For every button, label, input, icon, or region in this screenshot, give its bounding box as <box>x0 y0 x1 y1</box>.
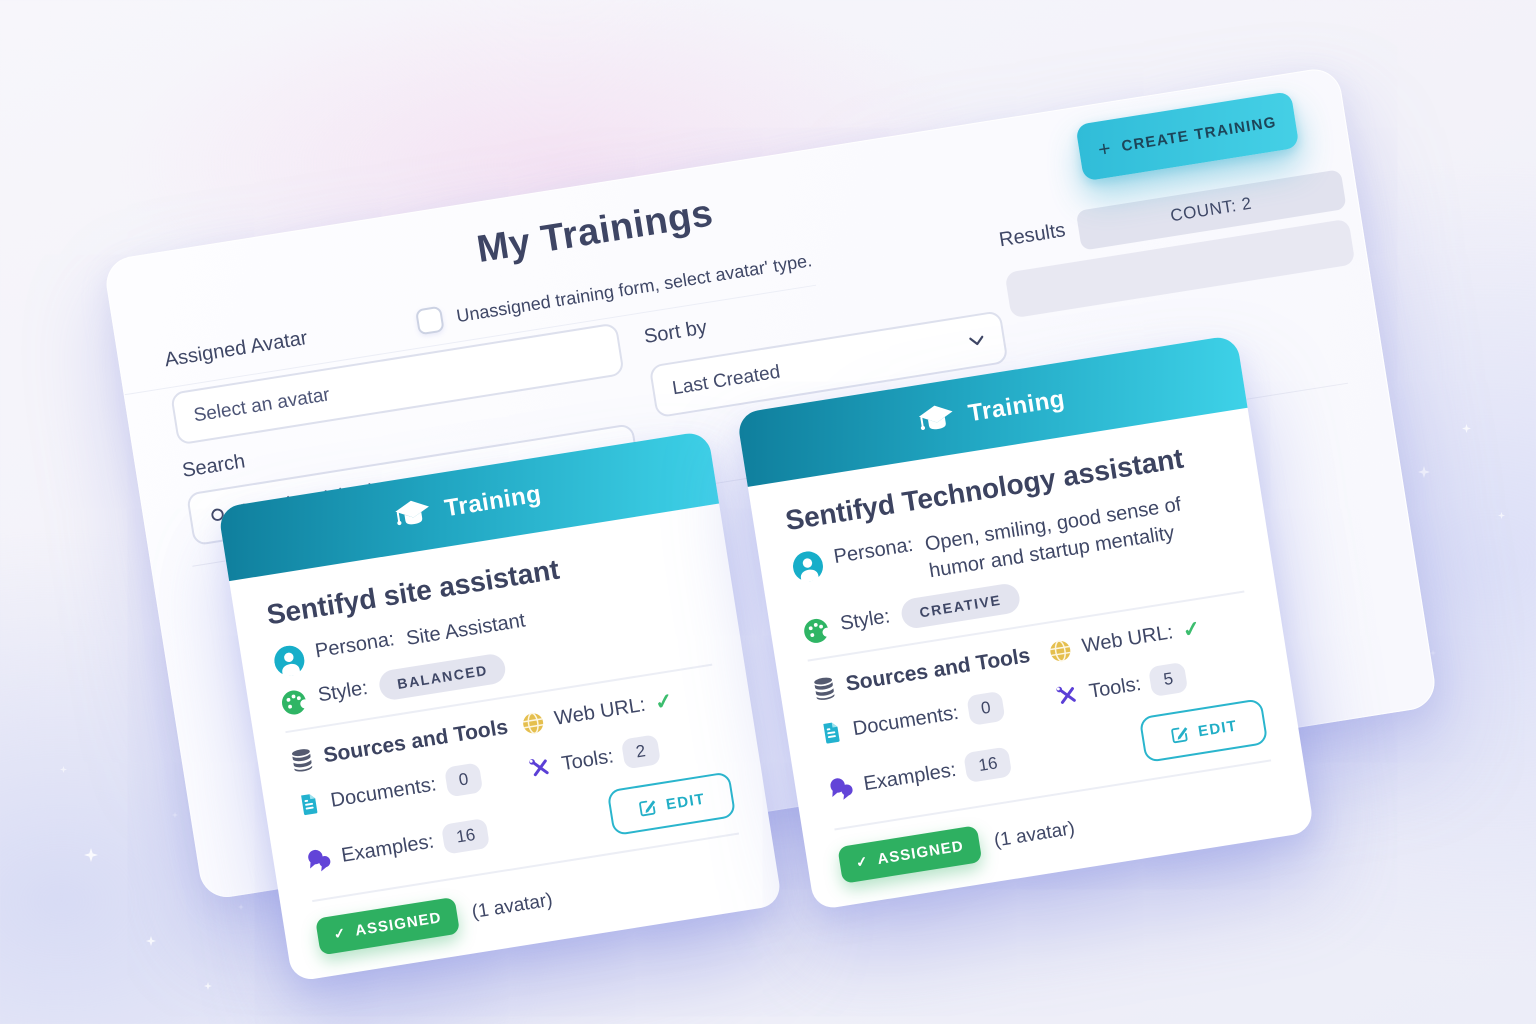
database-icon <box>288 746 315 773</box>
chat-bubbles-icon <box>304 845 334 875</box>
sparkle <box>1498 512 1505 519</box>
tools-label: Tools: <box>1087 672 1143 703</box>
web-url-check-icon: ✓ <box>1181 616 1203 643</box>
training-card-technology-assistant: Training Sentifyd Technology assistant P… <box>736 334 1315 911</box>
tools-icon <box>526 754 553 781</box>
check-icon: ✓ <box>854 852 870 871</box>
examples-label: Examples: <box>339 829 436 867</box>
globe-icon <box>1047 637 1074 664</box>
style-badge: CREATIVE <box>899 581 1022 631</box>
palette-icon <box>801 616 831 646</box>
sparkle <box>172 812 178 818</box>
check-icon: ✓ <box>332 924 348 943</box>
tools-label: Tools: <box>559 744 616 775</box>
training-card-site-assistant: Training Sentifyd site assistant Persona… <box>217 430 783 983</box>
card-header-label: Training <box>966 385 1067 428</box>
document-icon <box>295 791 322 818</box>
examples-count: 16 <box>441 817 491 855</box>
edit-icon <box>636 796 659 819</box>
edit-button[interactable]: EDIT <box>606 771 737 837</box>
unassigned-checkbox[interactable] <box>415 305 445 336</box>
web-url-label: Web URL: <box>552 693 648 730</box>
sparkle <box>1462 424 1471 433</box>
examples-label: Examples: <box>861 758 958 795</box>
style-label: Style: <box>316 676 370 707</box>
plus-icon: + <box>1096 136 1114 162</box>
assigned-avatar-label: Assigned Avatar <box>163 327 309 372</box>
edit-button[interactable]: EDIT <box>1138 698 1269 764</box>
examples-row: Examples: 16 <box>304 810 540 876</box>
style-badge: BALANCED <box>377 652 508 702</box>
documents-label: Documents: <box>329 772 438 812</box>
sparkle <box>1430 650 1436 656</box>
style-label: Style: <box>838 605 892 635</box>
persona-icon <box>791 549 825 583</box>
graduation-cap-icon <box>393 497 433 532</box>
globe-icon <box>519 709 546 736</box>
create-training-label: CREATE TRAINING <box>1120 113 1278 156</box>
search-label: Search <box>180 450 247 482</box>
database-icon <box>810 674 837 701</box>
sparkle <box>238 904 244 910</box>
web-url-label: Web URL: <box>1080 621 1175 658</box>
examples-row: Examples: 16 <box>826 738 1067 805</box>
graduation-cap-icon <box>917 402 957 437</box>
assigned-badge: ✓ ASSIGNED <box>315 896 461 956</box>
document-icon <box>818 719 845 746</box>
sort-by-label: Sort by <box>642 316 709 349</box>
tools-icon <box>1054 682 1081 709</box>
chevron-down-icon <box>968 335 985 347</box>
persona-label: Persona: <box>832 533 915 569</box>
web-url-check-icon: ✓ <box>653 689 675 715</box>
assigned-badge: ✓ ASSIGNED <box>837 825 983 884</box>
assigned-avatar-count: (1 avatar) <box>992 817 1077 852</box>
tools-count: 5 <box>1148 661 1189 698</box>
chat-bubbles-icon <box>826 773 856 803</box>
examples-count: 16 <box>963 746 1013 784</box>
card-header-label: Training <box>442 480 544 523</box>
documents-label: Documents: <box>851 701 961 740</box>
tools-count: 2 <box>620 734 661 770</box>
documents-count: 0 <box>443 762 484 798</box>
documents-count: 0 <box>965 690 1006 726</box>
persona-icon <box>272 644 306 678</box>
assigned-avatar-count: (1 avatar) <box>470 889 554 923</box>
results-label: Results <box>997 219 1067 252</box>
sparkle <box>60 766 67 773</box>
persona-label: Persona: <box>313 628 397 663</box>
palette-icon <box>279 688 309 718</box>
persona-value: Site Assistant <box>404 609 527 650</box>
edit-icon <box>1168 723 1191 746</box>
sparkle <box>204 982 212 990</box>
sparkle <box>146 936 156 946</box>
